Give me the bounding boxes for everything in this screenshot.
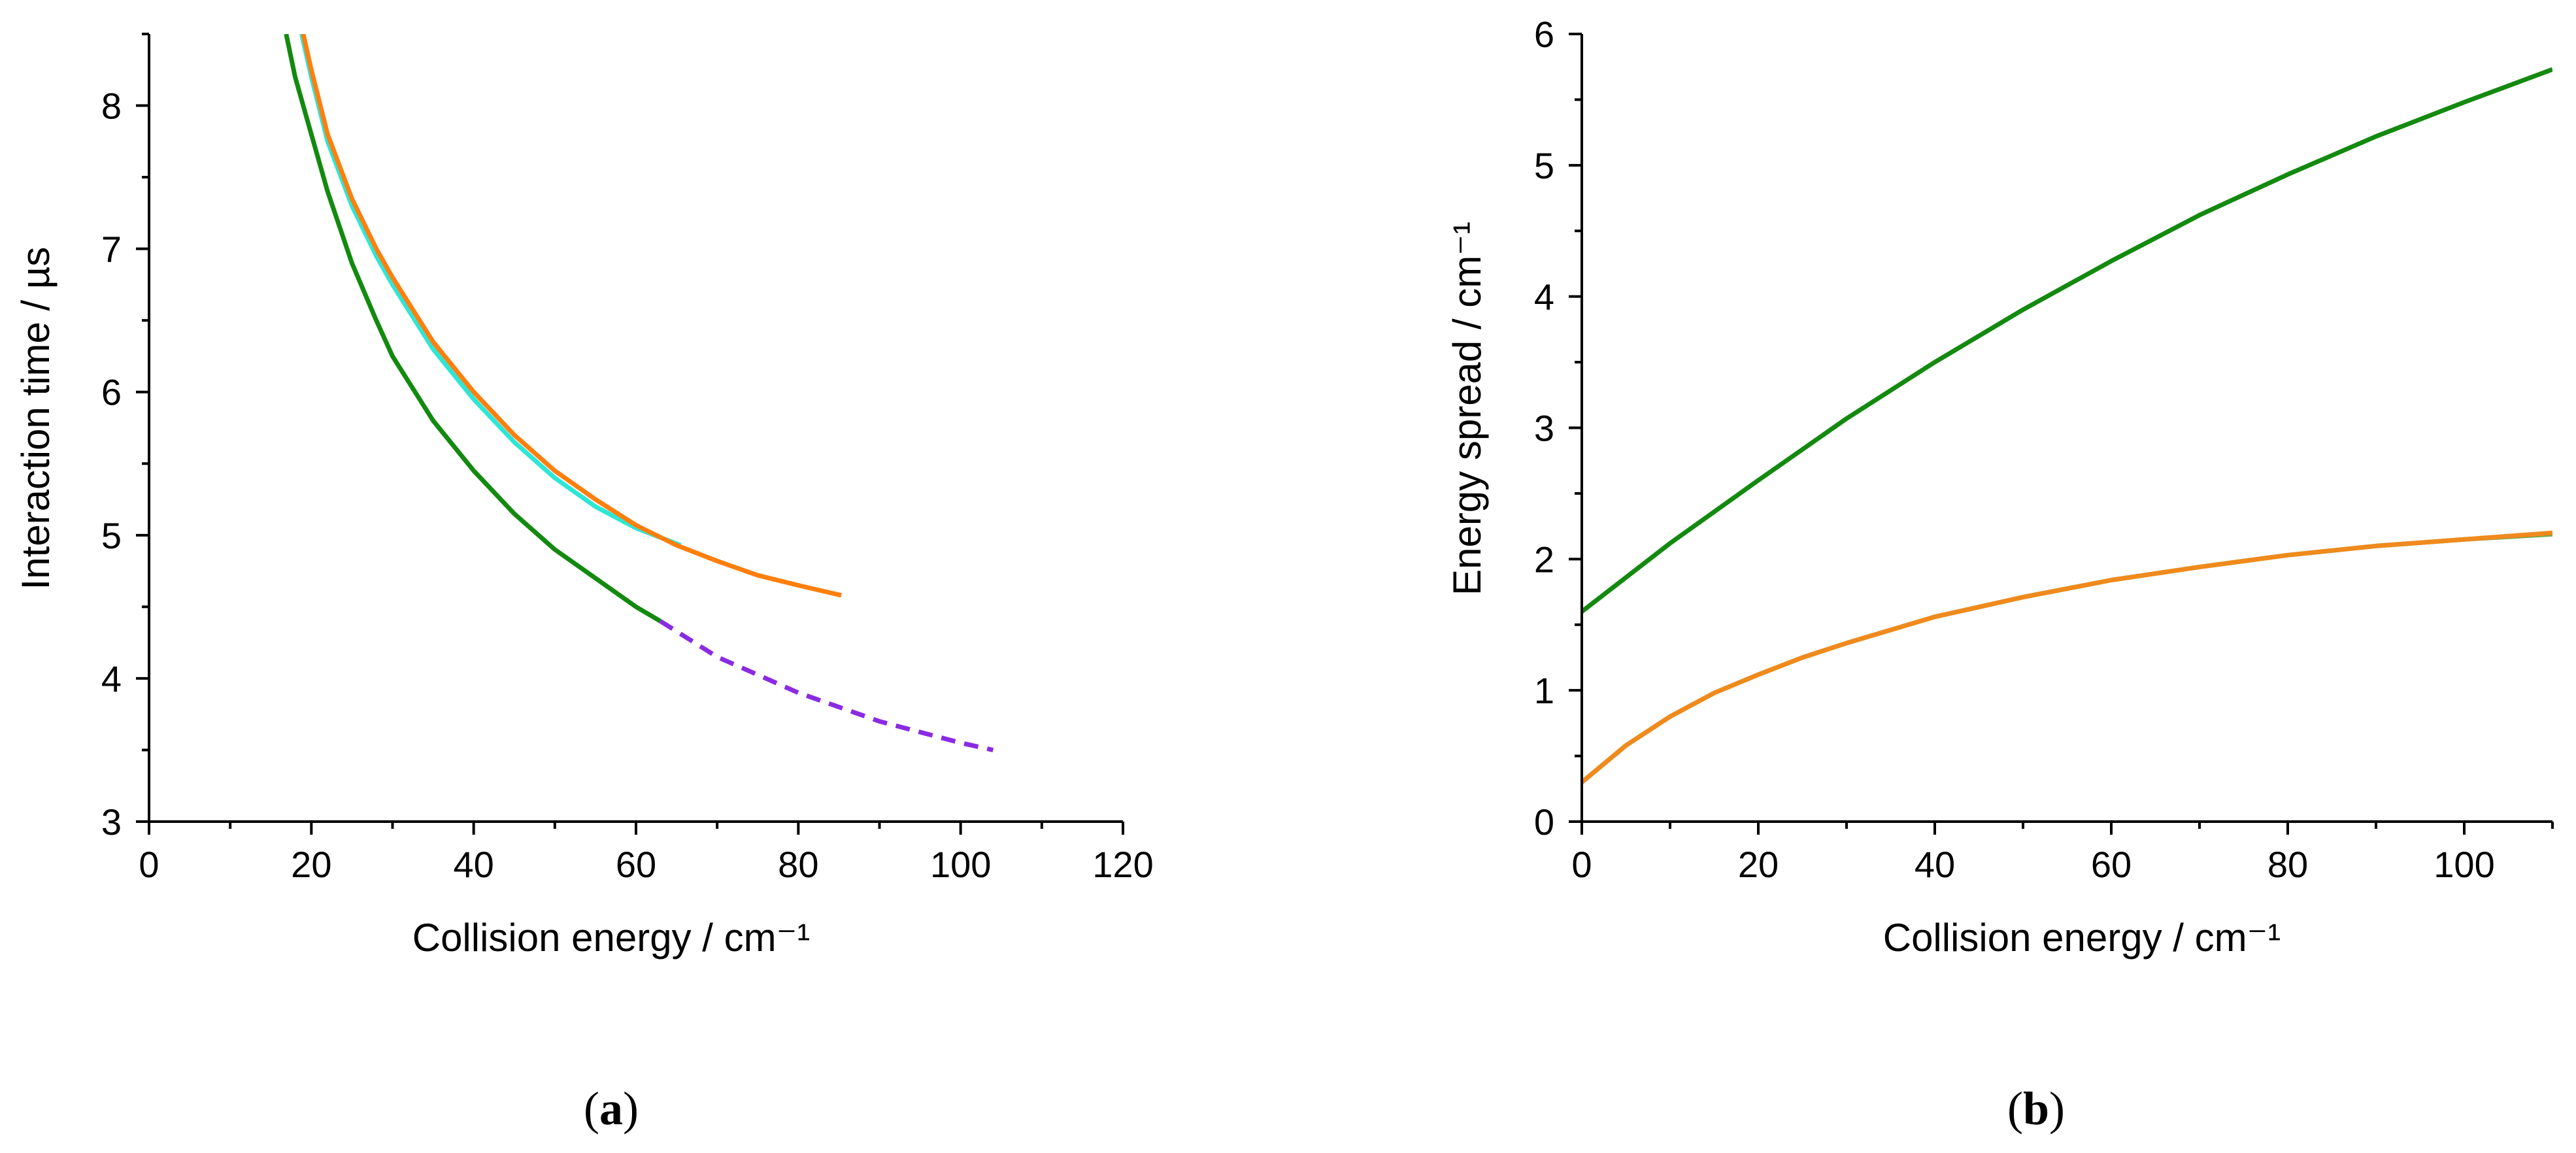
chart-a-y-tick-label: 5: [101, 515, 122, 556]
chart-a-y-axis: 3 4 5 6 7 8: [101, 33, 150, 843]
panel-a-label: (a): [584, 1082, 639, 1135]
chart-a-x-tick-label: 40: [454, 844, 494, 885]
chart-b-x-tick-label: 20: [1738, 844, 1779, 885]
chart-a-x-axis-title: Collision energy / cm⁻¹: [412, 916, 811, 960]
chart-a-series-purple-dashed: [659, 619, 994, 752]
chart-b-x-axis-title: Collision energy / cm⁻¹: [1883, 916, 2281, 960]
chart-a-x-tick-label: 80: [778, 844, 818, 885]
chart-a-y-tick-label: 6: [101, 372, 122, 413]
chart-b-y-axis-title: Energy spread / cm⁻¹: [1445, 222, 1489, 595]
chart-b: 0 1 2 3 4 5 6 0 20 40 60 80 100 Collision energy / …: [1445, 14, 2554, 960]
chart-a-x-tick-label: 120: [1092, 844, 1153, 885]
panel-b-label: (b): [2007, 1082, 2065, 1135]
chart-b-x-tick-label: 60: [2091, 844, 2132, 885]
chart-b-x-axis: 0 20 40 60 80 100: [1571, 820, 2554, 885]
chart-b-y-axis: 0 1 2 3 4 5 6: [1534, 14, 1583, 843]
chart-a-series-cyan: [299, 34, 682, 548]
chart-a-x-tick-label: 20: [291, 844, 331, 885]
chart-b-series-green: [1582, 67, 2552, 614]
chart-b-series: [1582, 67, 2552, 784]
chart-a-y-axis-title: Interaction time / µs: [14, 247, 58, 590]
chart-b-y-tick-label: 0: [1534, 801, 1554, 843]
chart-a-y-tick-label: 7: [101, 229, 122, 270]
chart-b-x-tick-label: 0: [1571, 844, 1592, 885]
chart-a-y-tick-label: 4: [101, 658, 122, 699]
chart-a-x-axis: 0 20 40 60 80 100 120: [139, 820, 1154, 885]
chart-b-x-tick-label: 80: [2267, 844, 2308, 885]
chart-b-y-tick-label: 3: [1534, 408, 1554, 449]
chart-a: 3 4 5 6 7 8 0 20 40 60 80 100 120 Collision energy …: [14, 33, 1154, 960]
chart-b-y-tick-label: 2: [1534, 539, 1554, 580]
chart-b-y-tick-label: 5: [1534, 145, 1554, 186]
chart-b-y-tick-label: 1: [1534, 670, 1554, 711]
chart-a-x-tick-label: 100: [930, 844, 991, 885]
chart-b-x-tick-label: 40: [1915, 844, 1955, 885]
chart-b-x-tick-label: 100: [2434, 844, 2494, 885]
chart-b-series-orange: [1582, 530, 2552, 784]
chart-a-x-tick-label: 60: [616, 844, 656, 885]
chart-a-series: [284, 34, 994, 752]
chart-a-series-green: [284, 34, 662, 624]
chart-a-series-orange: [301, 34, 842, 598]
chart-b-y-tick-label: 4: [1534, 276, 1554, 318]
chart-a-x-tick-label: 0: [139, 844, 159, 885]
chart-a-y-tick-label: 3: [101, 801, 122, 843]
chart-b-y-tick-label: 6: [1534, 14, 1554, 55]
chart-a-y-tick-label: 8: [101, 86, 122, 127]
